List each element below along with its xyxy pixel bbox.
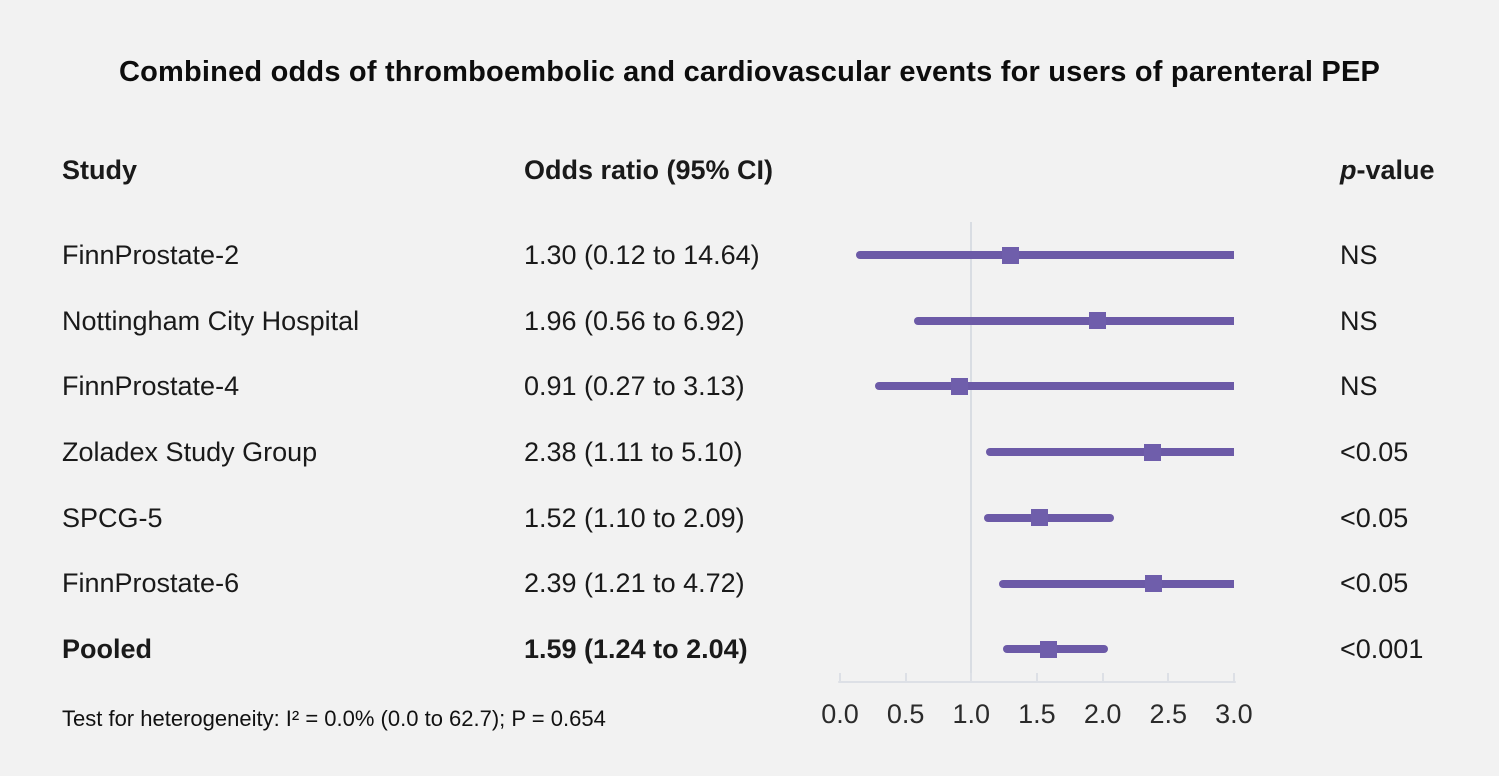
axis-tick [904,673,907,681]
forest-row-pooled: Pooled 1.59 (1.24 to 2.04) <0.001 [0,632,1499,666]
odds-ratio-text: 1.96 (0.56 to 6.92) [524,306,745,336]
axis-tick-label: 2.5 [1149,699,1188,729]
study-label: FinnProstate-2 [62,240,240,270]
heterogeneity-footnote: Test for heterogeneity: I² = 0.0% (0.0 t… [62,706,606,731]
forest-row: Nottingham City Hospital 1.96 (0.56 to 6… [0,304,1499,338]
ci-line [998,579,1234,588]
p-value-text: NS [1340,371,1378,401]
p-value-text: <0.001 [1340,634,1424,664]
forest-row: FinnProstate-6 2.39 (1.21 to 4.72) <0.05 [0,566,1499,600]
p-value-text: <0.05 [1340,437,1409,467]
odds-ratio-text: 1.59 (1.24 to 2.04) [524,634,748,664]
study-label: Nottingham City Hospital [62,306,360,336]
forest-row: SPCG-5 1.52 (1.10 to 2.09) <0.05 [0,501,1499,535]
axis-tick [1232,673,1235,681]
odds-ratio-text: 0.91 (0.27 to 3.13) [524,371,745,401]
odds-ratio-text: 1.30 (0.12 to 14.64) [524,240,760,270]
p-value-text: <0.05 [1340,503,1409,533]
odds-ratio-text: 2.38 (1.11 to 5.10) [524,437,743,467]
point-marker [1031,509,1049,527]
point-marker [1145,575,1163,592]
point-marker [950,377,968,395]
axis-tick-label: 0.0 [821,699,859,729]
study-label: SPCG-5 [62,503,163,533]
ci-line [875,382,1234,391]
point-marker [1002,246,1020,264]
forest-row: FinnProstate-2 1.30 (0.12 to 14.64) NS [0,238,1499,272]
p-value-header-italic-p: p [1340,155,1357,185]
ci-line [985,448,1234,457]
p-value-header-rest: -value [1356,155,1435,185]
odds-ratio-text: 2.39 (1.21 to 4.72) [524,568,745,598]
study-label: FinnProstate-4 [62,371,240,401]
point-marker [1143,443,1161,461]
odds-ratio-text: 1.52 (1.10 to 2.09) [524,503,745,533]
axis-tick-label: 1.5 [1018,699,1056,729]
study-label: Pooled [62,634,153,664]
axis-tick [970,673,973,681]
axis-tick [1167,673,1170,681]
axis-tick [1035,673,1038,681]
column-header-odds-ratio: Odds ratio (95% CI) [524,155,774,185]
axis-tick-label: 2.0 [1083,699,1122,729]
axis-baseline [838,681,1236,683]
point-marker [1040,640,1058,658]
ci-line [984,513,1115,522]
study-label: FinnProstate-6 [62,568,240,598]
study-label: Zoladex Study Group [62,437,318,467]
axis-tick-label: 1.0 [952,699,991,729]
p-value-text: NS [1340,306,1378,336]
reference-line [970,222,973,681]
axis-tick-label: 3.0 [1215,699,1253,729]
axis-tick [1101,673,1104,681]
column-header-study: Study [62,155,138,185]
p-value-text: NS [1340,240,1378,270]
point-marker [1088,312,1106,330]
ci-line [855,251,1234,259]
axis-tick [839,673,841,681]
forest-row: Zoladex Study Group 2.38 (1.11 to 5.10) … [0,435,1499,469]
p-value-text: <0.05 [1340,568,1409,598]
ci-line [913,316,1234,325]
column-header-p-value: p-value [1340,153,1435,187]
forest-row: FinnProstate-4 0.91 (0.27 to 3.13) NS [0,369,1499,403]
axis-tick-label: 0.5 [886,699,925,729]
chart-title: Combined odds of thromboembolic and card… [118,56,1381,88]
